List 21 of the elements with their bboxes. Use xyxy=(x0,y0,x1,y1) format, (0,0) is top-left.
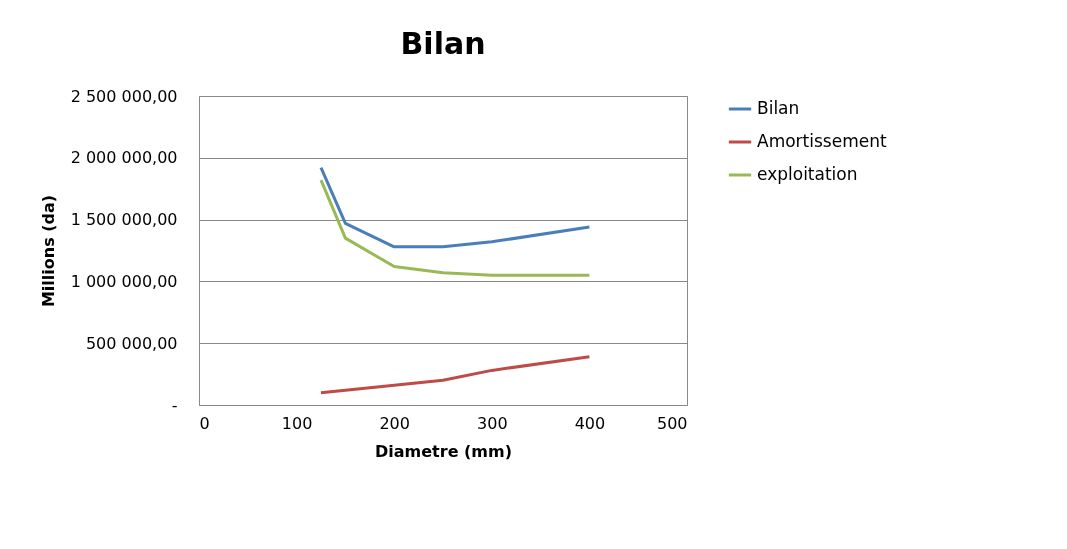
legend-label: Bilan xyxy=(757,98,800,118)
y-tick-label: 500 000,00 xyxy=(85,333,178,353)
x-tick-label: 200 xyxy=(379,413,410,433)
y-tick-label: 2 500 000,00 xyxy=(70,86,178,106)
legend-label: exploitation xyxy=(757,164,858,184)
x-tick-label: 300 xyxy=(477,413,508,433)
line-series xyxy=(319,166,591,249)
y-tick-label: - xyxy=(171,395,178,415)
line-series xyxy=(319,355,591,395)
y-tick-label: 1 000 000,00 xyxy=(70,271,178,291)
x-tick-label: 0 xyxy=(199,413,210,433)
legend-label: Amortissement xyxy=(757,131,887,151)
y-axis-title: Millions (da) xyxy=(38,194,58,308)
x-tick-label: 400 xyxy=(574,413,606,433)
x-tick-label: 500 xyxy=(656,413,688,433)
x-axis-title: Diametre (mm) xyxy=(374,441,513,461)
y-tick-label: 2 000 000,00 xyxy=(70,148,178,168)
y-tick-label: 1 500 000,00 xyxy=(70,210,178,230)
chart-title: Bilan xyxy=(400,26,486,61)
x-tick-label: 100 xyxy=(281,413,313,433)
line-series xyxy=(319,178,591,277)
